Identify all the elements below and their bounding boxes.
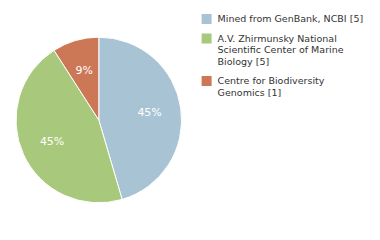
legend-swatch — [202, 14, 212, 24]
legend: Mined from GenBank, NCBI [5] A.V. Zhirmun… — [202, 13, 364, 98]
data-label: 45% — [40, 135, 64, 148]
pie-slices — [16, 37, 182, 203]
chart: 45% 45% 9% Mined from GenBank, NCBI [5] A.V.… — [0, 0, 380, 240]
legend-label: Centre for BiodiversityGenomics [1] — [218, 75, 325, 98]
legend-label: A.V. Zhirmunsky NationalScientific Cente… — [218, 33, 344, 67]
pie-slice — [54, 37, 99, 120]
data-label: 9% — [76, 64, 93, 77]
legend-swatch — [202, 76, 212, 86]
chart-container: 45% 45% 9% Mined from GenBank, NCBI [5] A.V.… — [0, 0, 380, 240]
legend-swatch — [202, 34, 212, 44]
data-label: 45% — [137, 106, 161, 119]
legend-label: Mined from GenBank, NCBI [5] — [218, 13, 364, 24]
data-labels: 45% 45% 9% — [40, 64, 162, 148]
